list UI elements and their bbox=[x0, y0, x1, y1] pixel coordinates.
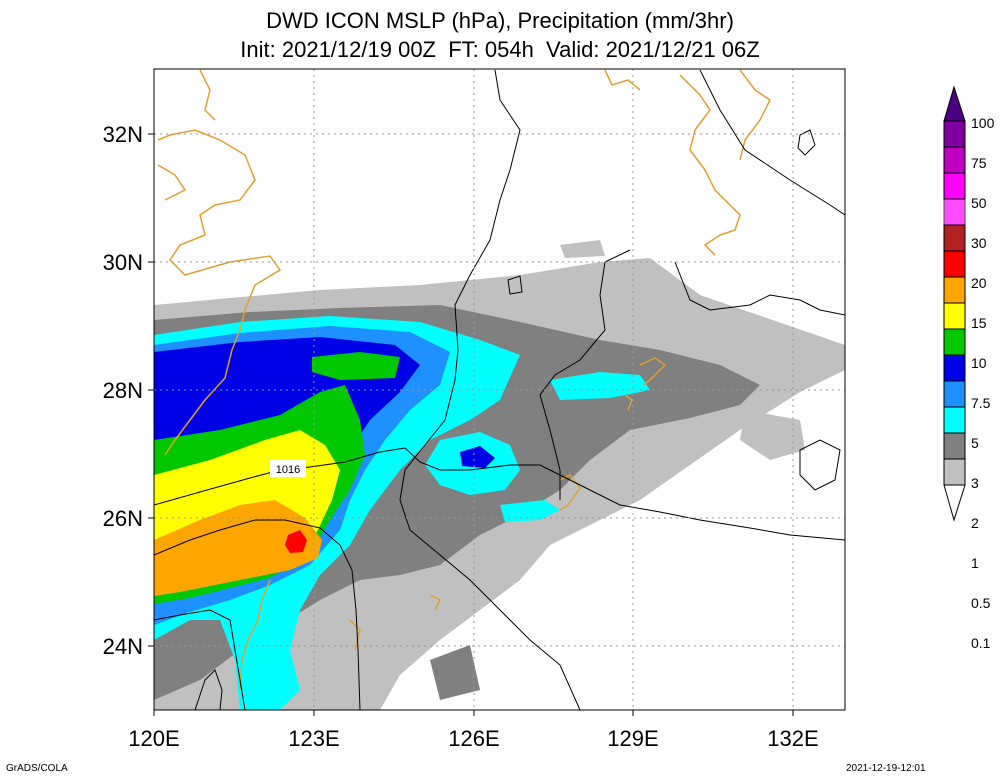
cb-label-2: 2 bbox=[971, 515, 979, 531]
precip-shading bbox=[154, 240, 845, 710]
chart-subtitle: Init: 2021/12/19 00Z FT: 054h Valid: 202… bbox=[240, 37, 760, 62]
lat-label-32n: 32N bbox=[103, 122, 143, 147]
colorbar bbox=[943, 85, 966, 522]
precip-1-patch-south bbox=[500, 500, 560, 522]
lat-label-28n: 28N bbox=[103, 378, 143, 403]
cb-label-0.1: 0.1 bbox=[971, 635, 991, 651]
coastlines bbox=[157, 69, 771, 691]
lat-label-26n: 26N bbox=[103, 506, 143, 531]
lon-label-123e: 123E bbox=[288, 726, 339, 751]
precip-0.1-patch-east bbox=[740, 410, 805, 460]
axis-ticks bbox=[148, 133, 794, 716]
map-plot-area bbox=[154, 69, 845, 710]
cb-label-15: 15 bbox=[971, 315, 987, 331]
precip-15-spot bbox=[285, 530, 307, 553]
precip-1-band-east bbox=[550, 372, 650, 400]
lat-label-30n: 30N bbox=[103, 250, 143, 275]
lon-label-126e: 126E bbox=[448, 726, 499, 751]
isobars bbox=[154, 69, 845, 710]
cb-label-5: 5 bbox=[971, 435, 979, 451]
footer-timestamp: 2021-12-19-12:01 bbox=[846, 763, 926, 774]
precip-0.5-patch-south bbox=[430, 645, 480, 700]
cb-label-3: 3 bbox=[971, 475, 979, 491]
lon-label-120e: 120E bbox=[128, 726, 179, 751]
cb-label-0.5: 0.5 bbox=[971, 595, 991, 611]
cb-label-30: 30 bbox=[971, 235, 987, 251]
lat-label-24n: 24N bbox=[103, 634, 143, 659]
colorbar-top-arrow bbox=[943, 85, 966, 122]
map-grid bbox=[154, 69, 845, 710]
cb-label-50: 50 bbox=[971, 195, 987, 211]
lon-label-129e: 129E bbox=[607, 726, 658, 751]
isobar-label: 1016 bbox=[276, 464, 300, 476]
isobar-label-box bbox=[270, 460, 306, 477]
precip-3-patch-mid bbox=[460, 446, 495, 468]
lon-label-132e: 132E bbox=[767, 726, 818, 751]
footer-credit: GrADS/COLA bbox=[6, 763, 68, 774]
cb-label-100: 100 bbox=[971, 115, 995, 131]
precip-0.1-patch-north bbox=[560, 240, 605, 258]
precip-5-patch-north bbox=[312, 352, 400, 380]
precip-10-area bbox=[154, 500, 322, 596]
chart-title: DWD ICON MSLP (hPa), Precipitation (mm/3… bbox=[266, 8, 734, 33]
cb-label-20: 20 bbox=[971, 275, 987, 291]
cb-label-10: 10 bbox=[971, 355, 987, 371]
cb-label-7.5: 7.5 bbox=[971, 395, 991, 411]
cb-label-1: 1 bbox=[971, 555, 979, 571]
cb-label-75: 75 bbox=[971, 155, 987, 171]
colorbar-bottom-arrow bbox=[943, 484, 966, 522]
